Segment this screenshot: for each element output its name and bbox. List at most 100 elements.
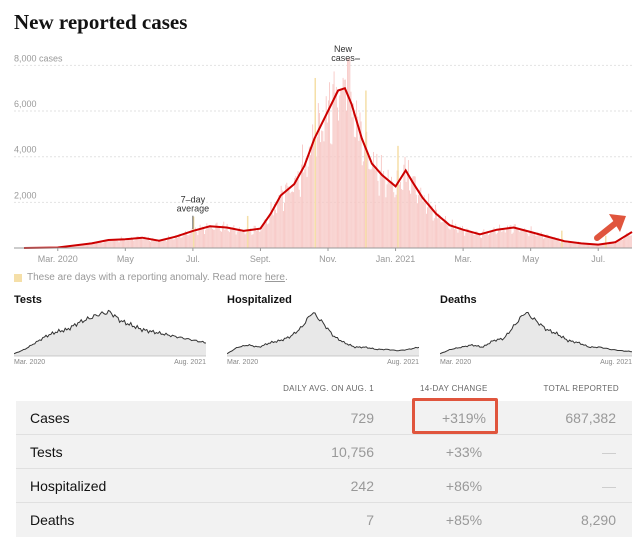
daily-bar bbox=[226, 223, 228, 248]
daily-bar bbox=[425, 213, 427, 248]
daily-bar bbox=[281, 190, 283, 248]
anomaly-bars bbox=[192, 77, 607, 249]
daily-bar bbox=[151, 238, 153, 248]
daily-bar bbox=[490, 231, 492, 248]
daily-bar bbox=[325, 96, 327, 248]
daily-bar bbox=[567, 241, 569, 248]
daily-bar bbox=[495, 234, 497, 248]
daily-bar bbox=[564, 240, 566, 248]
daily-bar bbox=[367, 151, 369, 248]
daily-bar bbox=[597, 245, 598, 248]
daily-bar bbox=[133, 240, 135, 248]
daily-bar bbox=[195, 227, 197, 248]
daily-bar bbox=[380, 154, 382, 248]
daily-bar bbox=[434, 204, 436, 248]
daily-bar bbox=[253, 225, 255, 248]
daily-bar bbox=[344, 79, 346, 248]
daily-bar bbox=[94, 243, 96, 248]
x-tick-label: Mar. 2020 bbox=[38, 254, 78, 264]
daily-bar bbox=[388, 181, 390, 248]
daily-bar bbox=[549, 238, 551, 248]
daily-bar bbox=[413, 176, 415, 248]
daily-bar bbox=[456, 229, 458, 248]
daily-bar bbox=[565, 241, 567, 248]
daily-bar bbox=[419, 189, 421, 248]
daily-bar bbox=[243, 231, 245, 248]
daily-bar bbox=[465, 232, 467, 248]
daily-bar bbox=[338, 120, 340, 248]
daily-bar bbox=[177, 237, 179, 248]
anomaly-read-more-link[interactable]: here bbox=[264, 272, 285, 283]
daily-bar bbox=[198, 229, 200, 248]
daily-bar bbox=[209, 225, 211, 248]
daily-bar bbox=[276, 213, 278, 248]
daily-bar bbox=[111, 240, 113, 248]
daily-bar bbox=[341, 90, 343, 248]
daily-bar bbox=[439, 215, 441, 248]
daily-bar bbox=[611, 242, 613, 248]
daily-bar bbox=[261, 228, 263, 248]
daily-bar bbox=[499, 224, 501, 248]
anomaly-bar bbox=[246, 215, 249, 248]
daily-bar bbox=[621, 239, 623, 248]
daily-bar bbox=[531, 232, 533, 248]
daily-bar bbox=[150, 241, 151, 248]
daily-bar bbox=[207, 225, 209, 248]
daily-bar bbox=[223, 221, 225, 248]
row-daily-avg: 10,756 bbox=[331, 444, 374, 460]
daily-bar bbox=[555, 238, 557, 248]
daily-bar bbox=[139, 238, 141, 248]
daily-bar bbox=[627, 234, 629, 248]
anomaly-bar bbox=[561, 230, 563, 248]
daily-bar bbox=[612, 242, 614, 248]
daily-bar bbox=[182, 234, 184, 248]
daily-bar bbox=[289, 193, 291, 248]
daily-bar bbox=[622, 239, 624, 248]
daily-bar bbox=[120, 236, 122, 248]
daily-bar bbox=[231, 227, 233, 248]
row-daily-avg: 242 bbox=[350, 478, 374, 494]
daily-bar bbox=[275, 209, 276, 248]
anomaly-note-text: These are days with a reporting anomaly.… bbox=[27, 272, 262, 283]
daily-bar bbox=[602, 243, 604, 248]
daily-bar bbox=[355, 137, 356, 248]
daily-bar bbox=[461, 225, 463, 248]
daily-bar bbox=[263, 219, 265, 248]
daily-bar bbox=[474, 234, 476, 248]
daily-bar bbox=[212, 228, 213, 248]
daily-bar bbox=[378, 195, 380, 248]
daily-bar bbox=[119, 239, 121, 248]
daily-bar bbox=[437, 218, 439, 248]
daily-bar bbox=[318, 112, 320, 249]
daily-bar bbox=[436, 209, 437, 248]
daily-bar bbox=[179, 233, 181, 248]
daily-bar bbox=[432, 220, 434, 248]
daily-bar bbox=[591, 245, 593, 248]
daily-bar bbox=[87, 244, 88, 248]
daily-bar bbox=[99, 240, 101, 248]
daily-bar bbox=[85, 244, 87, 248]
daily-bar bbox=[203, 227, 204, 248]
daily-bar bbox=[194, 232, 195, 248]
daily-bar bbox=[383, 171, 385, 248]
x-tick-label: Jul. bbox=[591, 254, 605, 264]
daily-bar bbox=[335, 86, 337, 249]
daily-bar bbox=[134, 240, 136, 248]
daily-bar bbox=[260, 230, 262, 248]
daily-bar bbox=[196, 231, 198, 248]
daily-bar bbox=[464, 235, 466, 248]
main-chart: 8,000 cases 6,000 4,000 2,000 Mar. 2020 May J… bbox=[14, 44, 633, 264]
daily-bar bbox=[360, 121, 362, 248]
daily-bar bbox=[296, 178, 298, 248]
mini-end-label: Aug. 2021 bbox=[387, 359, 419, 366]
highlight-box bbox=[412, 398, 498, 434]
daily-bar bbox=[72, 245, 74, 248]
daily-bar bbox=[114, 239, 115, 248]
daily-bar bbox=[580, 243, 582, 248]
daily-bar bbox=[546, 234, 548, 248]
daily-bar bbox=[396, 170, 398, 248]
daily-bar bbox=[369, 169, 371, 248]
daily-bar bbox=[171, 237, 173, 248]
daily-bar bbox=[89, 242, 91, 248]
daily-bar bbox=[326, 122, 328, 248]
